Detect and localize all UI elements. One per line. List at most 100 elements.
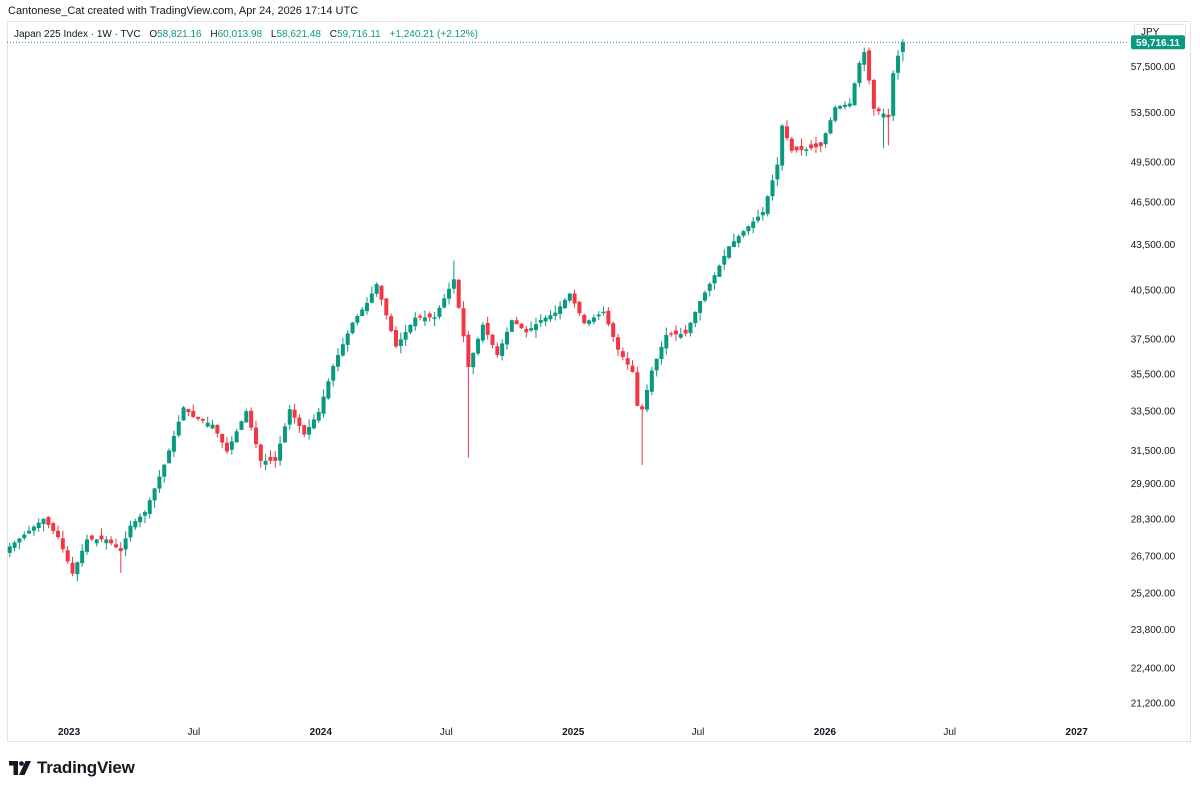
open-label: O bbox=[149, 29, 158, 40]
time-axis-tick-label: 2024 bbox=[310, 727, 333, 738]
candle-body bbox=[707, 283, 712, 291]
candle-body bbox=[210, 424, 215, 429]
candle-body bbox=[311, 419, 316, 429]
candle-body bbox=[60, 538, 65, 550]
candle-body bbox=[118, 548, 123, 552]
candle-body bbox=[31, 526, 36, 531]
candle-body bbox=[480, 324, 485, 341]
candle-body bbox=[331, 365, 336, 381]
price-axis-tick-label: 49,500.00 bbox=[1131, 158, 1176, 169]
candle-body bbox=[514, 320, 519, 325]
candle-body bbox=[456, 279, 461, 308]
candle-body bbox=[789, 138, 794, 151]
candle-body bbox=[587, 320, 592, 324]
candle-body bbox=[567, 293, 572, 301]
ohlc-legend: Japan 225 Index · 1W · TVC O58,821.16 H6… bbox=[14, 29, 478, 40]
candle-body bbox=[427, 313, 432, 318]
candle-body bbox=[756, 216, 761, 221]
high-label: H bbox=[210, 29, 218, 40]
price-axis-tick-label: 46,500.00 bbox=[1131, 197, 1176, 208]
candle-body bbox=[393, 330, 398, 347]
candle-body bbox=[876, 108, 881, 112]
candle-body bbox=[838, 105, 843, 109]
candle-body bbox=[51, 523, 56, 531]
candle-body bbox=[403, 332, 408, 340]
candle-body bbox=[809, 144, 814, 149]
candle-body bbox=[804, 149, 809, 151]
candle-body bbox=[12, 542, 17, 548]
symbol-label[interactable]: Japan 225 Index · 1W · TVC bbox=[14, 29, 141, 40]
close-label: C bbox=[329, 29, 337, 40]
candle-body bbox=[683, 329, 688, 334]
candle-body bbox=[495, 346, 500, 356]
candle-body bbox=[138, 516, 143, 523]
candle-body bbox=[649, 370, 654, 392]
time-axis-tick-label: 2023 bbox=[58, 727, 81, 738]
candle-body bbox=[606, 310, 611, 325]
candle-body bbox=[321, 396, 326, 414]
candle-body bbox=[152, 488, 157, 501]
price-axis-tick-label: 26,700.00 bbox=[1131, 551, 1176, 562]
candle-body bbox=[509, 320, 514, 332]
candle-body bbox=[369, 293, 374, 303]
candle-body bbox=[524, 328, 529, 333]
candle-body bbox=[678, 333, 683, 338]
price-axis-tick-label: 23,800.00 bbox=[1131, 625, 1176, 636]
candle-body bbox=[630, 365, 635, 372]
candle-body bbox=[200, 418, 205, 421]
candle-body bbox=[123, 538, 128, 550]
candle-body bbox=[109, 539, 114, 544]
candle-body bbox=[379, 285, 384, 300]
price-axis-tick-label: 53,500.00 bbox=[1131, 108, 1176, 119]
candle-body bbox=[413, 317, 418, 327]
candle-body bbox=[485, 322, 490, 335]
candle-body bbox=[669, 333, 674, 335]
price-axis-tick-label: 35,500.00 bbox=[1131, 370, 1176, 381]
candle-body bbox=[780, 125, 785, 166]
price-axis-tick-label: 21,200.00 bbox=[1131, 699, 1176, 710]
candle-body bbox=[205, 422, 210, 427]
candle-body bbox=[712, 275, 717, 284]
candle-body bbox=[891, 73, 896, 116]
price-axis-tick-label: 28,300.00 bbox=[1131, 514, 1176, 525]
candle-body bbox=[698, 301, 703, 313]
tradingview-logo[interactable]: TradingView bbox=[9, 758, 135, 778]
candle-body bbox=[360, 309, 365, 316]
candle-body bbox=[263, 460, 268, 465]
candle-body bbox=[220, 433, 225, 443]
candle-body bbox=[548, 315, 553, 320]
candle-body bbox=[746, 226, 751, 232]
candle-body bbox=[229, 441, 234, 450]
candle-body bbox=[162, 464, 167, 477]
candle-body bbox=[896, 55, 901, 73]
price-axis-tick-label: 31,500.00 bbox=[1131, 446, 1176, 457]
candle-body bbox=[857, 63, 862, 83]
candle-body bbox=[741, 231, 746, 236]
candle-body bbox=[794, 146, 799, 151]
candle-body bbox=[191, 410, 196, 417]
candle-body bbox=[529, 328, 534, 331]
chart-attribution: Cantonese_Cat created with TradingView.c… bbox=[8, 5, 359, 17]
candle-body bbox=[234, 431, 239, 443]
candle-body bbox=[625, 358, 630, 365]
price-axis-tick-label: 43,500.00 bbox=[1131, 240, 1176, 251]
candle-body bbox=[350, 322, 355, 334]
candle-body bbox=[543, 317, 548, 322]
candle-body bbox=[384, 298, 389, 316]
candle-body bbox=[828, 120, 833, 134]
time-axis-tick-label: Jul bbox=[943, 727, 956, 738]
candle-body bbox=[770, 180, 775, 197]
candle-body bbox=[558, 306, 563, 315]
candle-body bbox=[345, 333, 350, 345]
candle-body bbox=[147, 500, 152, 514]
candle-body bbox=[7, 546, 12, 553]
candle-body bbox=[533, 324, 538, 331]
price-axis-tick-label: 57,500.00 bbox=[1131, 62, 1176, 73]
price-axis[interactable]: 57,500.00 53,500.00 49,500.00 46,500.00 43,5… bbox=[1131, 62, 1176, 710]
candle-body bbox=[85, 539, 89, 552]
candle-body bbox=[813, 143, 818, 148]
time-axis[interactable]: 2023 Jul 2024 Jul 2025 Jul 2026 Jul 2027 bbox=[58, 727, 1088, 738]
candle-body bbox=[818, 142, 823, 147]
candle-body bbox=[374, 284, 379, 294]
